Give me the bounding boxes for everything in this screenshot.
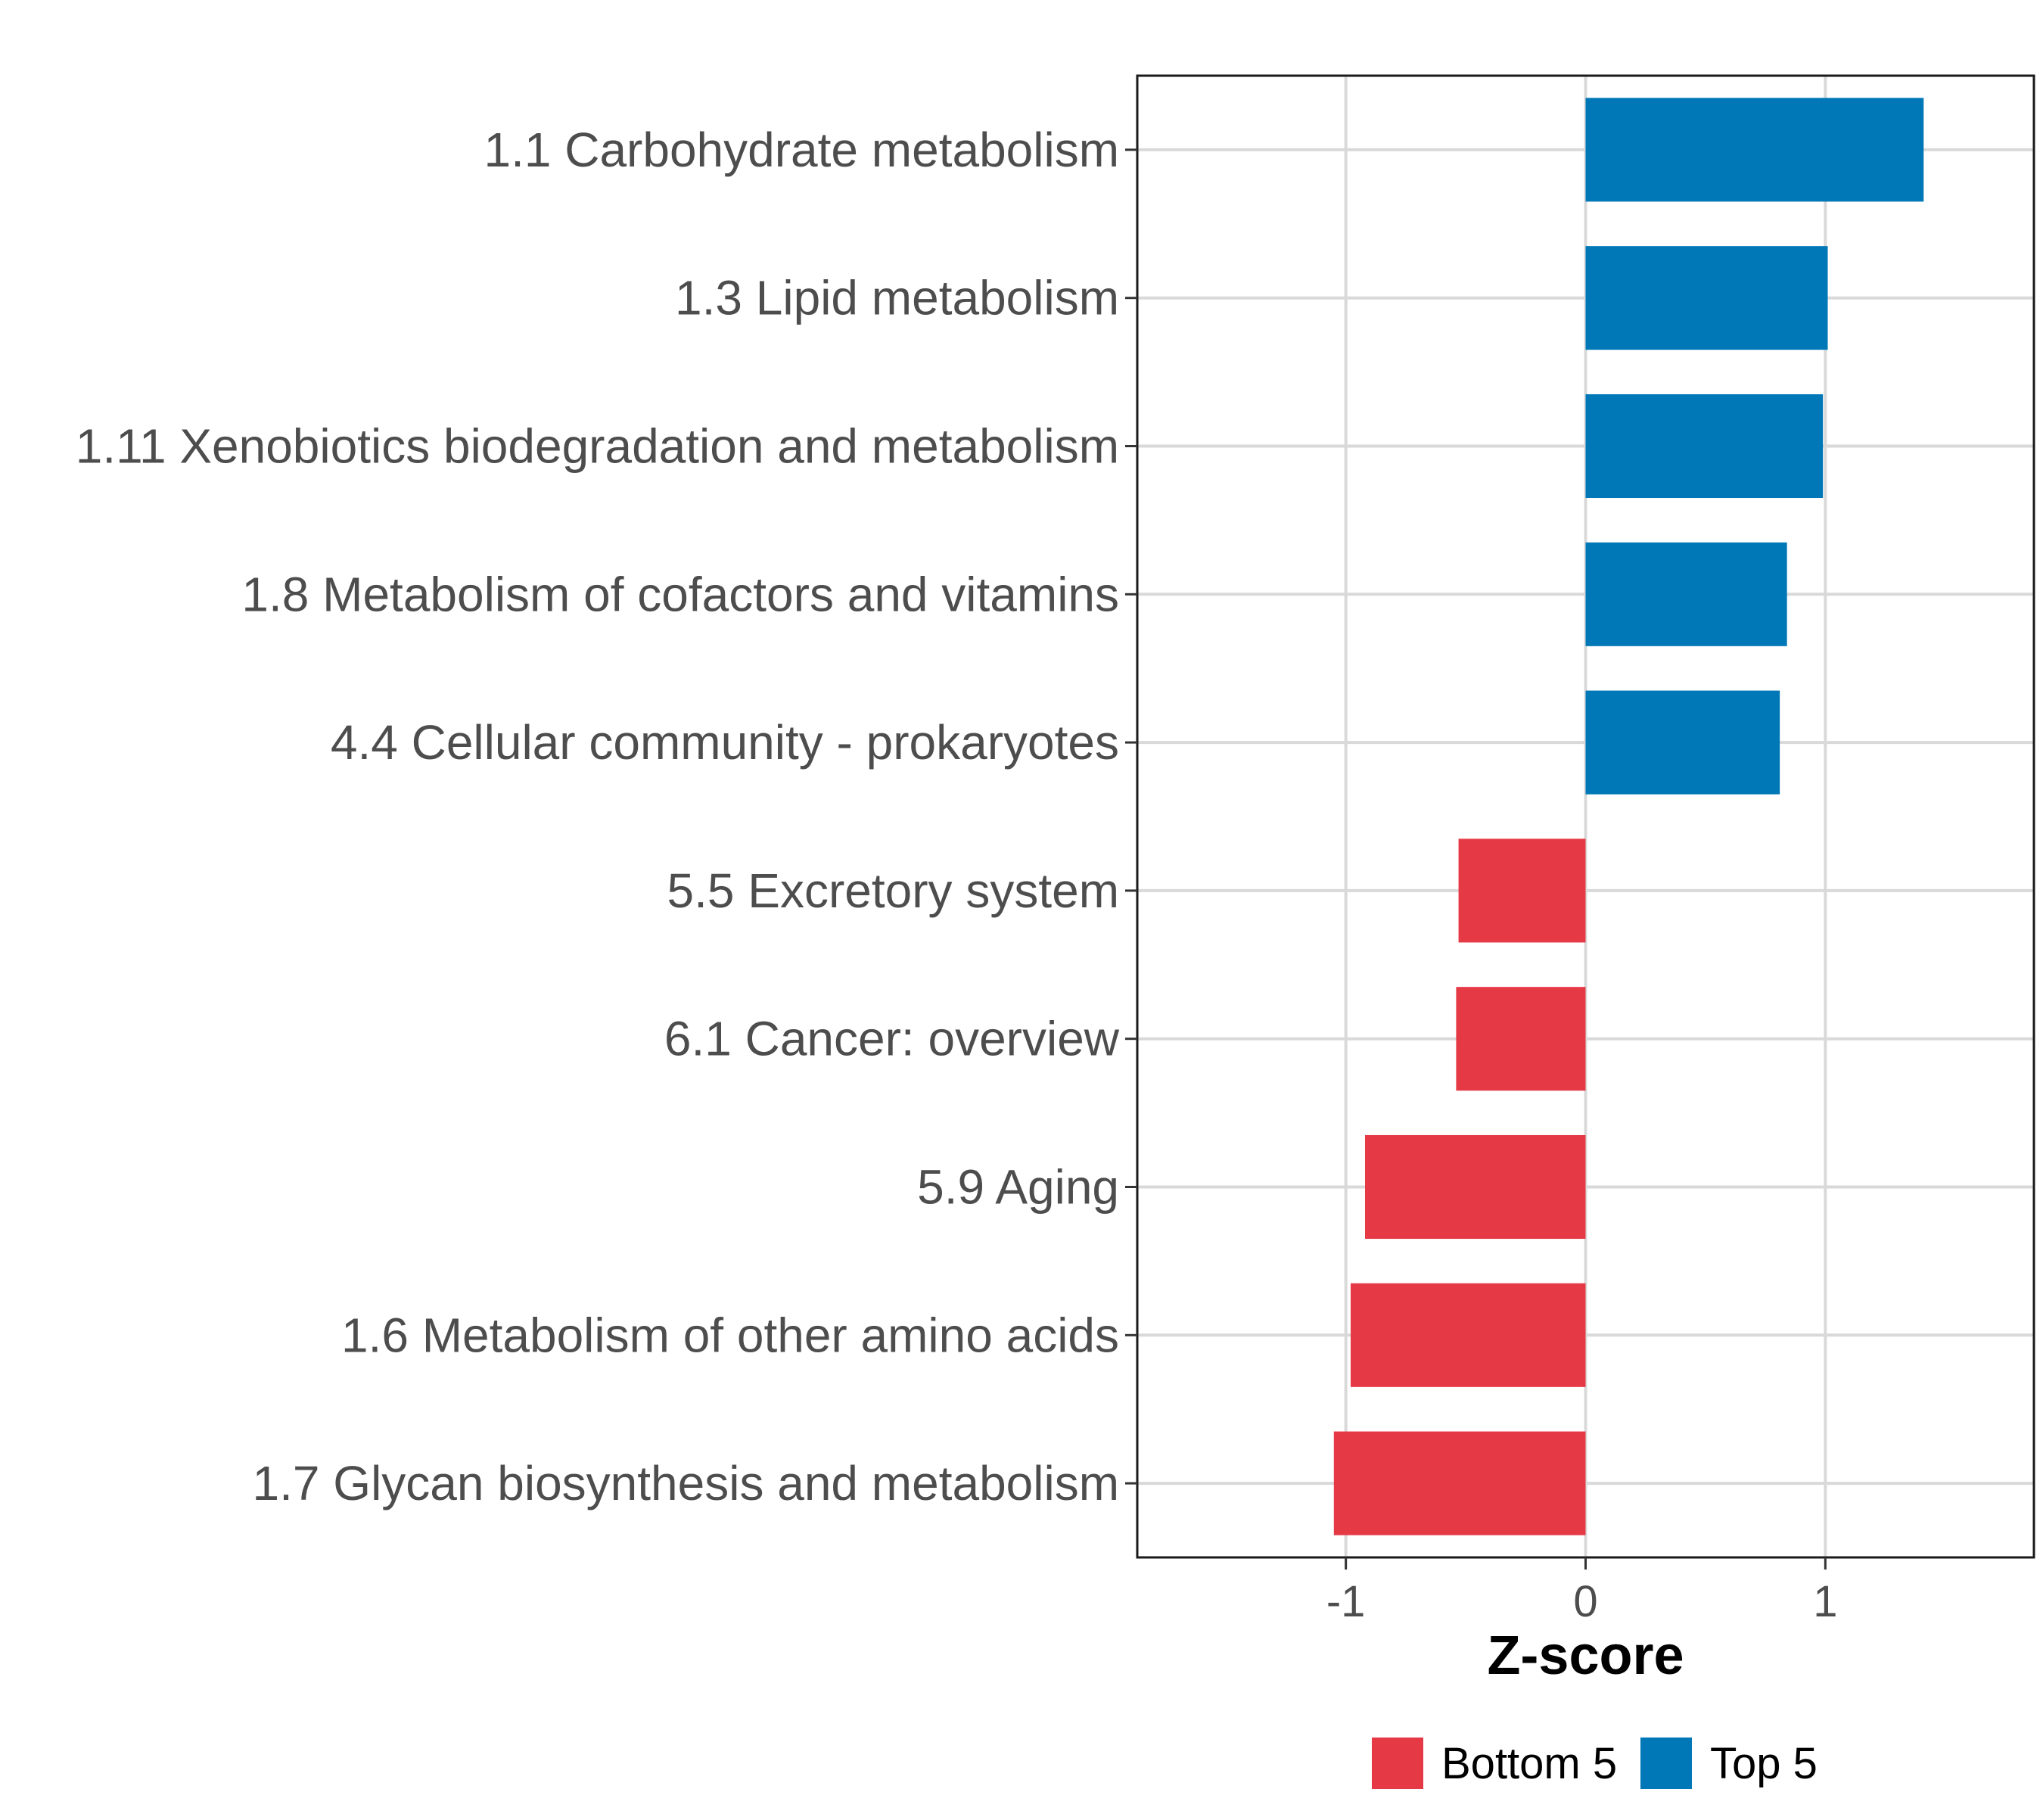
legend-swatch — [1640, 1738, 1692, 1789]
x-tick-label: 1 — [1813, 1577, 1837, 1626]
bars — [1333, 98, 1924, 1535]
category-label: 1.11 Xenobiotics biodegradation and meta… — [76, 419, 1119, 474]
category-label: 1.8 Metabolism of cofactors and vitamins — [241, 567, 1119, 621]
legend: Bottom 5 Top 5 — [1372, 1738, 1818, 1789]
category-labels: 1.1 Carbohydrate metabolism 1.3 Lipid met… — [76, 123, 1120, 1510]
bar-bottom — [1365, 1134, 1586, 1240]
category-label: 6.1 Cancer: overview — [664, 1012, 1120, 1066]
bar-top — [1585, 394, 1824, 499]
legend-swatch — [1372, 1738, 1423, 1789]
x-axis-title: Z-score — [1487, 1626, 1684, 1686]
x-tick-label: -1 — [1326, 1577, 1366, 1626]
bar-bottom — [1350, 1283, 1586, 1387]
category-label: 1.3 Lipid metabolism — [675, 271, 1119, 325]
category-label: 5.9 Aging — [917, 1160, 1119, 1215]
category-label: 1.7 Glycan biosynthesis and metabolism — [253, 1456, 1119, 1510]
x-tick-label: 0 — [1573, 1577, 1597, 1626]
category-label: 1.1 Carbohydrate metabolism — [484, 123, 1119, 177]
x-tick-labels: -1 0 1 — [1326, 1577, 1838, 1626]
axis-ticks — [1125, 148, 1827, 1570]
bar-top — [1585, 98, 1924, 202]
bar-bottom — [1333, 1431, 1586, 1535]
bar-bottom — [1456, 987, 1586, 1091]
bar-top — [1585, 246, 1828, 350]
bar-top — [1585, 690, 1780, 795]
bar-bottom — [1458, 838, 1586, 943]
legend-label: Bottom 5 — [1441, 1739, 1617, 1788]
category-label: 1.6 Metabolism of other amino acids — [341, 1308, 1119, 1362]
legend-label: Top 5 — [1710, 1739, 1818, 1788]
category-label: 5.5 Excretory system — [667, 863, 1120, 918]
category-label: 4.4 Cellular community - prokaryotes — [331, 715, 1119, 770]
bar-top — [1585, 542, 1787, 646]
